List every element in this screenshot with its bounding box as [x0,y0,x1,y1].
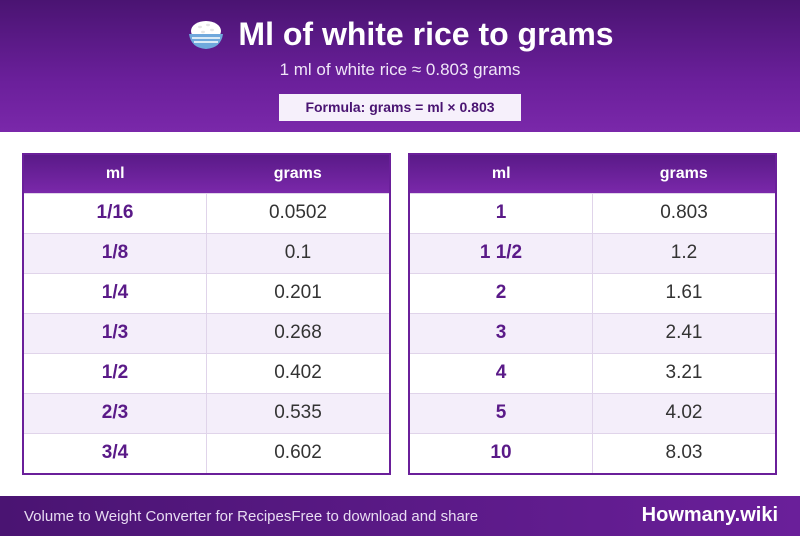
ml-cell: 10 [410,432,593,473]
table-row: 10 8.03 [410,432,775,473]
table-row: 4 3.21 [410,352,775,393]
ml-cell: 1/2 [24,352,207,393]
footer-tagline: Volume to Weight Converter for RecipesFr… [24,508,478,525]
ml-cell: 2 [410,272,593,313]
footer-text-share: Free to download and share [291,508,479,525]
table-row: 2 1.61 [410,272,775,313]
grams-cell: 0.201 [206,272,389,313]
table-row: 1/3 0.268 [24,312,389,353]
grams-cell: 0.0502 [206,192,389,233]
grams-cell: 0.803 [592,192,775,233]
table-row: 3 2.41 [410,312,775,353]
table-row: 2/3 0.535 [24,392,389,433]
column-header-ml: ml [410,155,593,193]
ml-cell: 1 [410,192,593,233]
subtitle: 1 ml of white rice ≈ 0.803 grams [279,60,521,79]
table-row: 1 0.803 [410,192,775,233]
ml-cell: 3/4 [24,432,207,473]
table-row: 1/2 0.402 [24,352,389,393]
grams-cell: 0.602 [206,432,389,473]
table-row: 1 1/2 1.2 [410,232,775,273]
table-row: 3/4 0.602 [24,432,389,473]
footer-text-converter: Volume to Weight Converter for Recipes [24,508,292,525]
brand-logo[interactable]: Howmany.wiki [641,504,778,526]
header: Ml of white rice to grams 1 ml of white … [0,0,800,132]
rice-bowl-icon [189,21,224,49]
column-header-grams: grams [206,155,389,193]
grams-cell: 0.268 [206,312,389,353]
table-row: 1/16 0.0502 [24,192,389,233]
ml-cell: 1 1/2 [410,232,593,273]
ml-cell: 5 [410,392,593,433]
table-row: 5 4.02 [410,392,775,433]
ml-cell: 1/3 [24,312,207,353]
table-row: 1/8 0.1 [24,232,389,273]
grams-cell: 1.2 [592,232,775,273]
grams-cell: 3.21 [592,352,775,393]
title-text: Ml of white rice to grams [238,16,614,52]
grams-cell: 0.535 [206,392,389,433]
footer: Volume to Weight Converter for RecipesFr… [0,496,800,536]
column-header-ml: ml [24,155,207,193]
ml-cell: 3 [410,312,593,353]
ml-cell: 4 [410,352,593,393]
grams-cell: 0.1 [206,232,389,273]
ml-cell: 1/4 [24,272,207,313]
grams-cell: 8.03 [592,432,775,473]
ml-cell: 1/8 [24,232,207,273]
grams-cell: 4.02 [592,392,775,433]
ml-cell: 2/3 [24,392,207,433]
ml-cell: 1/16 [24,192,207,233]
grams-cell: 0.402 [206,352,389,393]
grams-cell: 2.41 [592,312,775,353]
table-row: 1/4 0.201 [24,272,389,313]
conversion-table-left: ml grams 1/16 0.0502 1/8 0.1 1/4 0.201 1/3 0… [22,153,391,475]
conversion-table-right: ml grams 1 0.803 1 1/2 1.2 2 1.61 3 2.41 4 3.… [408,153,777,475]
page-title: Ml of white rice to grams [0,14,800,54]
formula-badge: Formula: grams = ml × 0.803 [279,94,521,121]
grams-cell: 1.61 [592,272,775,313]
column-header-grams: grams [592,155,775,193]
